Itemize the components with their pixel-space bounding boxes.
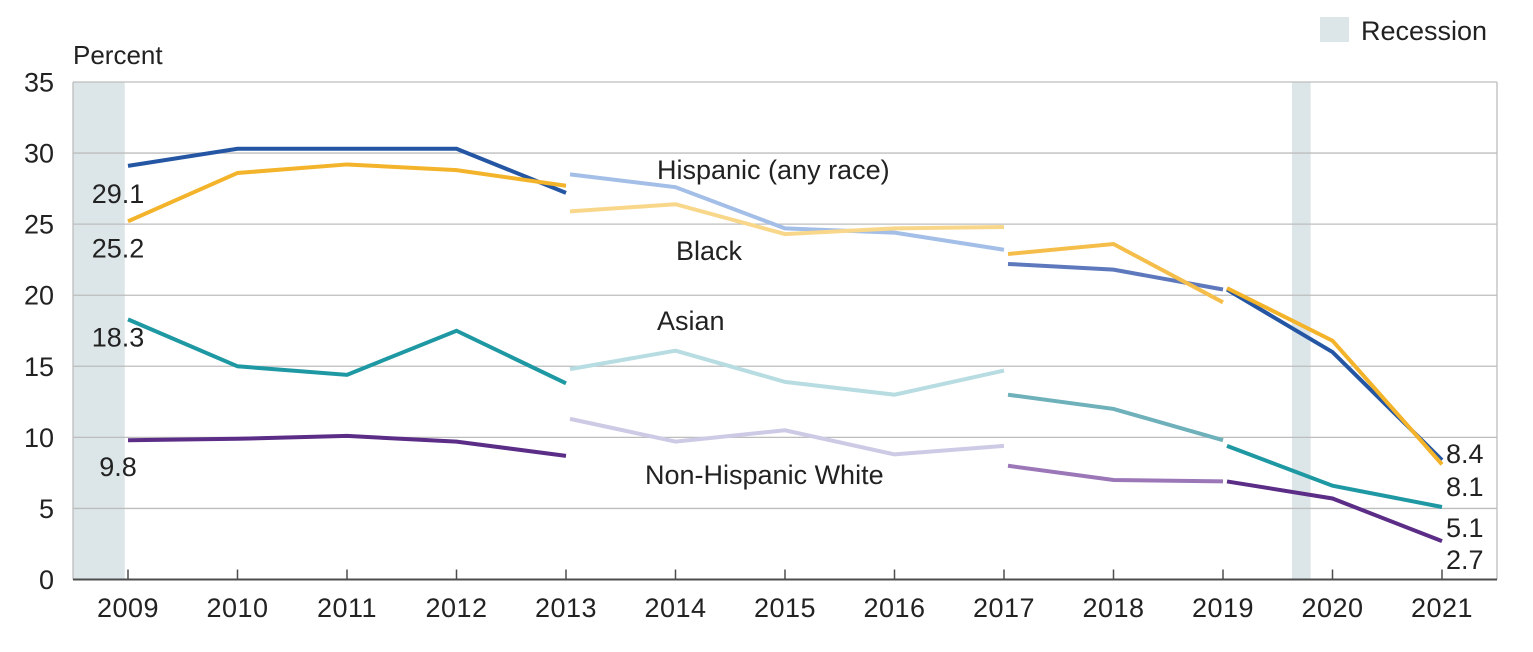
asian-line-dark-3: [1226, 444, 1443, 509]
x-tick-label-2013: 2013: [535, 593, 597, 623]
hispanic-line-light-1: [569, 172, 1005, 252]
non-hispanic-white-start-value-label: 9.8: [99, 452, 137, 482]
non-hispanic-white-line-medium-2: [1007, 463, 1224, 484]
hispanic-line-dark-3: [1225, 287, 1444, 462]
asian-start-value-label: 18.3: [92, 322, 145, 352]
black-start-value-label: 25.2: [92, 233, 145, 263]
black-line-light-1: [569, 202, 1005, 237]
y-tick-label-30: 30: [24, 139, 54, 169]
black-line-dark-3: [1226, 286, 1444, 466]
y-tick-label-5: 5: [39, 494, 54, 524]
x-tick-label-2012: 2012: [425, 593, 487, 623]
hispanic-series-label: Hispanic (any race): [657, 155, 890, 185]
x-tick-label-2014: 2014: [644, 593, 706, 623]
y-tick-label-25: 25: [24, 210, 54, 240]
y-tick-label-15: 15: [24, 352, 54, 382]
y-tick-label-0: 0: [39, 565, 54, 595]
x-tick-label-2016: 2016: [863, 593, 925, 623]
asian-line-dark-0: [127, 317, 567, 386]
recession-band-1: [1291, 82, 1311, 580]
x-tick-label-2019: 2019: [1192, 593, 1254, 623]
non-hispanic-white-series-label: Non-Hispanic White: [645, 460, 884, 490]
non-hispanic-white-line-dark-0: [127, 433, 567, 458]
black-line-dark-0: [127, 162, 567, 224]
x-tick-label-2009: 2009: [97, 593, 159, 623]
black-series-label: Black: [676, 236, 743, 266]
y-tick-label-20: 20: [24, 281, 54, 311]
non-hispanic-white-end-value-label: 2.7: [1446, 545, 1484, 575]
asian-end-value-label: 5.1: [1446, 513, 1484, 543]
y-tick-label-35: 35: [24, 68, 54, 98]
black-line-medium-2: [1007, 241, 1224, 305]
hispanic-end-value-label: 8.4: [1446, 439, 1484, 469]
x-tick-label-2015: 2015: [754, 593, 816, 623]
x-tick-label-2017: 2017: [973, 593, 1035, 623]
x-tick-label-2021: 2021: [1411, 593, 1473, 623]
hispanic-start-value-label: 29.1: [92, 179, 145, 209]
black-end-value-label: 8.1: [1446, 472, 1484, 502]
x-tick-label-2011: 2011: [317, 593, 377, 623]
x-tick-label-2018: 2018: [1082, 593, 1144, 623]
x-tick-label-2010: 2010: [206, 593, 268, 623]
x-tick-label-2020: 2020: [1301, 593, 1363, 623]
asian-series-label: Asian: [657, 306, 725, 336]
non-hispanic-white-line-light-1: [569, 416, 1005, 457]
y-tick-label-10: 10: [24, 423, 54, 453]
hispanic-line-dark-0: [127, 146, 567, 195]
y-axis-title: Percent: [73, 40, 163, 70]
recession-legend-label: Recession: [1361, 16, 1487, 46]
recession-band-0: [73, 82, 125, 580]
recession-legend-swatch: [1320, 17, 1349, 42]
asian-line-medium-2: [1007, 392, 1224, 443]
asian-line-light-1: [569, 348, 1005, 397]
non-hispanic-white-line-dark-3: [1226, 479, 1443, 543]
